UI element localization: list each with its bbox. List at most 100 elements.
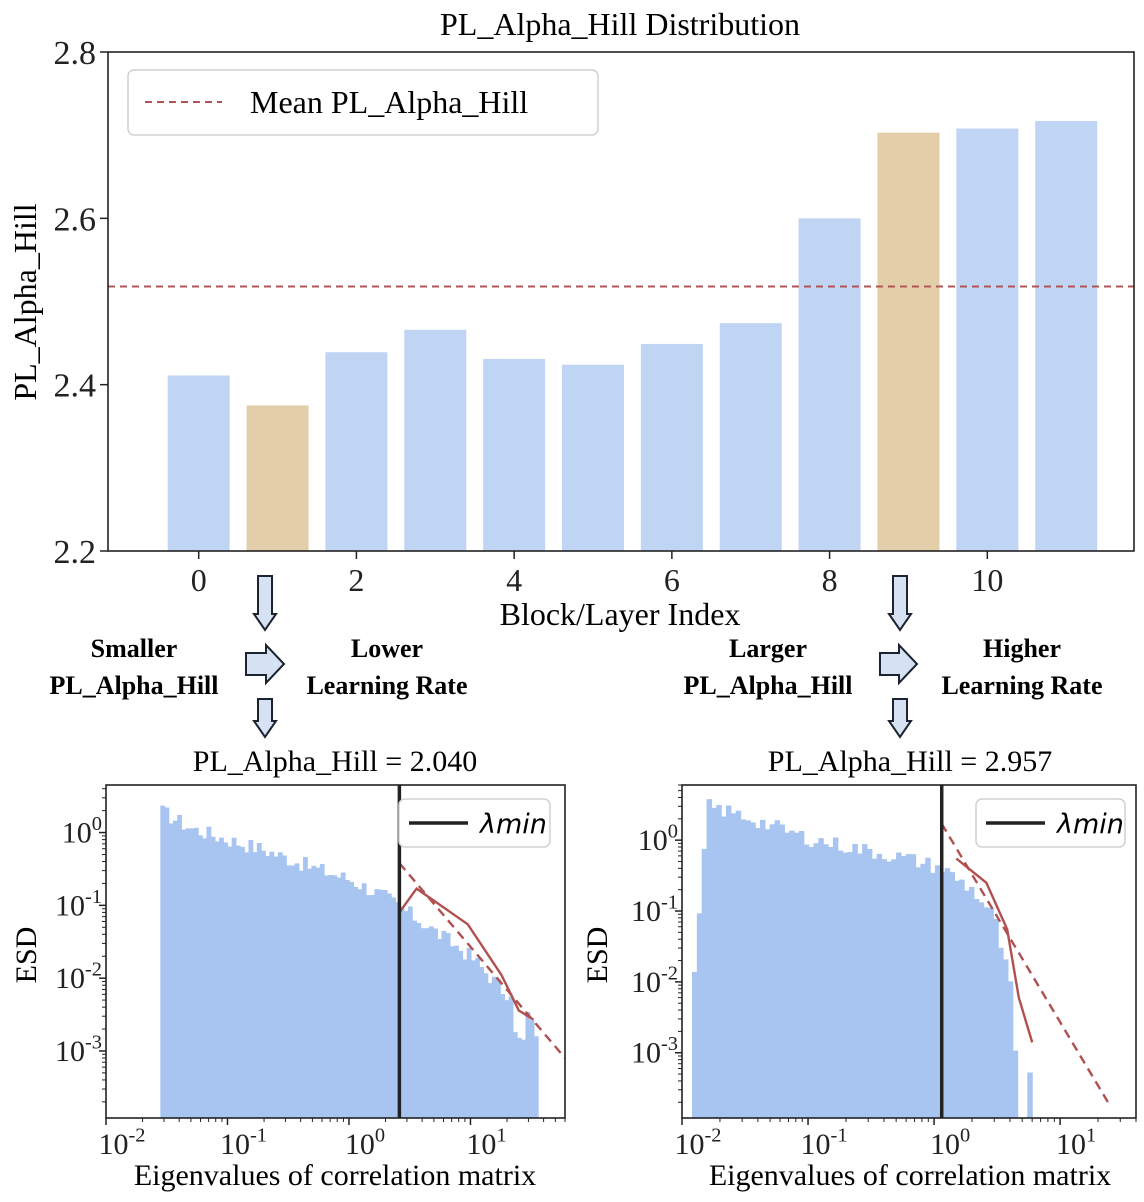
esd-bin: [959, 879, 965, 1118]
esd-bin: [433, 928, 438, 1118]
bar-1: [246, 405, 309, 551]
esd-bin: [248, 839, 254, 1118]
bar-chart-legend: Mean PL_Alpha_Hill: [127, 69, 599, 136]
bar-3: [404, 329, 467, 551]
esd-bin: [988, 907, 994, 1118]
esd-bin: [1012, 1050, 1019, 1118]
xtick-label: 0: [191, 562, 207, 598]
esd-bin: [930, 872, 936, 1118]
bar-chart-ylabel: PL_Alpha_Hill: [7, 203, 43, 400]
esd-left-plot: 10-2 10-1 100 101 10-3 10-2 10-1 100: [55, 785, 566, 1161]
esd-bin: [920, 863, 926, 1118]
esd-bin: [512, 1032, 518, 1118]
esd-right-chart: PL_Alpha_Hill = 2.957 ESD Eigenvalues of…: [581, 745, 1137, 1192]
esd-bin: [256, 843, 262, 1118]
esd-bin: [798, 831, 805, 1118]
right-effect-line2: Learning Rate: [941, 671, 1102, 700]
down-arrow-left-bottom: [252, 698, 278, 739]
down-arrow-left-top: [252, 575, 278, 632]
esd-bin: [794, 832, 800, 1118]
powerlaw-fit-line: [398, 862, 566, 1059]
esd-bin: [164, 807, 170, 1118]
esd-right-frame: [681, 784, 1137, 1119]
bar-2: [325, 352, 388, 551]
bar-5: [562, 364, 625, 551]
esd-bin: [944, 868, 951, 1118]
esd-bin: [808, 847, 815, 1118]
esd-bin: [983, 907, 990, 1118]
esd-bin: [315, 867, 321, 1118]
esd-bin: [993, 918, 999, 1118]
esd-bin: [730, 813, 737, 1118]
esd-bin: [813, 843, 819, 1118]
esd-bin: [365, 895, 371, 1118]
esd-bin: [437, 939, 443, 1118]
esd-right-plot: 10-2 10-1 100 101 10-3 10-2 10-1 100: [631, 784, 1137, 1161]
esd-bin: [416, 922, 422, 1118]
esd-bin: [847, 852, 853, 1118]
legend-box: [127, 69, 599, 136]
y-tick-label: 10-1: [631, 891, 678, 928]
esd-bin: [774, 820, 781, 1118]
down-arrow-right-bottom: [887, 698, 913, 739]
esd-bin: [837, 850, 844, 1118]
esd-left-ylabel: ESD: [10, 927, 43, 984]
y-tick-label: 10-3: [631, 1033, 678, 1070]
esd-bin: [324, 875, 329, 1118]
right-effect-line1: Higher: [983, 634, 1061, 663]
esd-bin: [740, 819, 747, 1118]
esd-bin: [223, 842, 229, 1118]
esd-bin: [769, 824, 776, 1118]
esd-bin: [240, 846, 245, 1118]
esd-bin: [344, 880, 350, 1118]
esd-bin: [319, 864, 325, 1118]
esd-bin: [370, 894, 375, 1118]
esd-bin: [403, 911, 409, 1118]
x-tick-label: 101: [466, 1124, 506, 1161]
powerlaw-fit-line: [940, 823, 1110, 1103]
esd-bin: [842, 852, 849, 1118]
esd-bin: [896, 852, 902, 1118]
x-tick-label: 10-1: [220, 1124, 267, 1161]
esd-bin: [910, 854, 917, 1118]
xtick-label: 8: [822, 562, 838, 598]
esd-bin: [286, 865, 292, 1118]
esd-bin: [361, 883, 367, 1118]
esd-bin: [964, 890, 970, 1118]
esd-bin: [340, 872, 346, 1118]
esd-bin: [862, 844, 868, 1118]
esd-bin: [784, 832, 790, 1118]
ytick-label: 2.4: [54, 368, 97, 405]
esd-bin: [711, 807, 717, 1118]
esd-bin: [202, 838, 208, 1118]
esd-bin: [231, 837, 237, 1118]
x-tick-label: 101: [1056, 1124, 1096, 1161]
esd-bin: [466, 948, 472, 1118]
esd-bin: [470, 960, 476, 1118]
esd-bin: [307, 868, 313, 1118]
esd-bin: [475, 958, 480, 1118]
xtick-label: 10: [971, 562, 1003, 598]
esd-bin: [193, 827, 199, 1118]
esd-bin: [214, 841, 220, 1118]
esd-bin: [934, 865, 941, 1118]
x-tick-label: 10-1: [801, 1124, 848, 1161]
esd-bin: [876, 853, 883, 1118]
esd-right-title: PL_Alpha_Hill = 2.957: [768, 745, 1052, 778]
esd-bin: [412, 920, 417, 1118]
esd-bin: [265, 856, 271, 1118]
esd-bin: [525, 1011, 531, 1118]
esd-bin: [227, 846, 233, 1118]
esd-left-legend-box: [398, 798, 551, 848]
y-tick-label: 100: [62, 813, 102, 850]
esd-left-chart: PL_Alpha_Hill = 2.040 ESD Eigenvalues of…: [10, 745, 566, 1192]
esd-bin: [866, 849, 873, 1118]
esd-bin: [378, 889, 384, 1118]
x-tick-label: 100: [930, 1124, 970, 1161]
bar-11: [1035, 121, 1098, 552]
esd-bin: [462, 959, 468, 1118]
esd-bin: [277, 852, 283, 1118]
esd-bin: [691, 972, 698, 1118]
esd-bin: [968, 886, 975, 1118]
